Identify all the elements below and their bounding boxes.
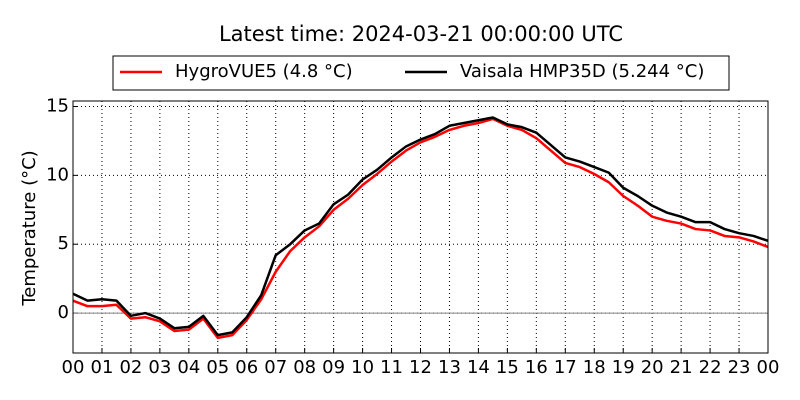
x-tick-label: 11 [380, 357, 403, 378]
x-tick-label: 03 [148, 357, 171, 378]
x-tick-label: 01 [91, 357, 114, 378]
x-tick-label: 08 [293, 357, 316, 378]
plot-frame [72, 100, 769, 354]
x-tick-label: 00 [757, 357, 780, 378]
x-tick-label: 18 [583, 357, 606, 378]
x-tick-label: 13 [438, 357, 461, 378]
x-tick-label: 19 [612, 357, 635, 378]
x-tick-label: 17 [554, 357, 577, 378]
x-tick-label: 20 [641, 357, 664, 378]
y-axis-label: Temperature (°C) [19, 150, 40, 306]
y-tick-label: 5 [58, 233, 69, 254]
data-line [72, 116, 769, 337]
x-tick-label: 06 [235, 357, 258, 378]
chart-title: Latest time: 2024-03-21 00:00:00 UTC [219, 22, 623, 46]
x-tick-label: 05 [206, 357, 229, 378]
x-tick-label: 16 [525, 357, 548, 378]
y-tick-label: 15 [46, 96, 69, 117]
x-tick-label: 02 [119, 357, 142, 378]
data-line [72, 117, 769, 340]
x-tick-label: 21 [670, 357, 693, 378]
x-tick-label: 04 [177, 357, 200, 378]
legend-label: Vaisala HMP35D (5.244 °C) [460, 61, 704, 82]
x-tick-label: 07 [264, 357, 287, 378]
x-tick-label: 14 [467, 357, 490, 378]
x-tick-label: 00 [62, 357, 85, 378]
y-tick-label: 0 [58, 302, 69, 323]
x-tick-label: 10 [351, 357, 374, 378]
x-tick-label: 12 [409, 357, 432, 378]
x-tick-label: 22 [699, 357, 722, 378]
legend-label: HygroVUE5 (4.8 °C) [175, 61, 353, 82]
x-tick-label: 23 [728, 357, 751, 378]
x-tick-label: 15 [496, 357, 519, 378]
x-tick-label: 09 [322, 357, 345, 378]
y-tick-label: 10 [46, 164, 69, 185]
